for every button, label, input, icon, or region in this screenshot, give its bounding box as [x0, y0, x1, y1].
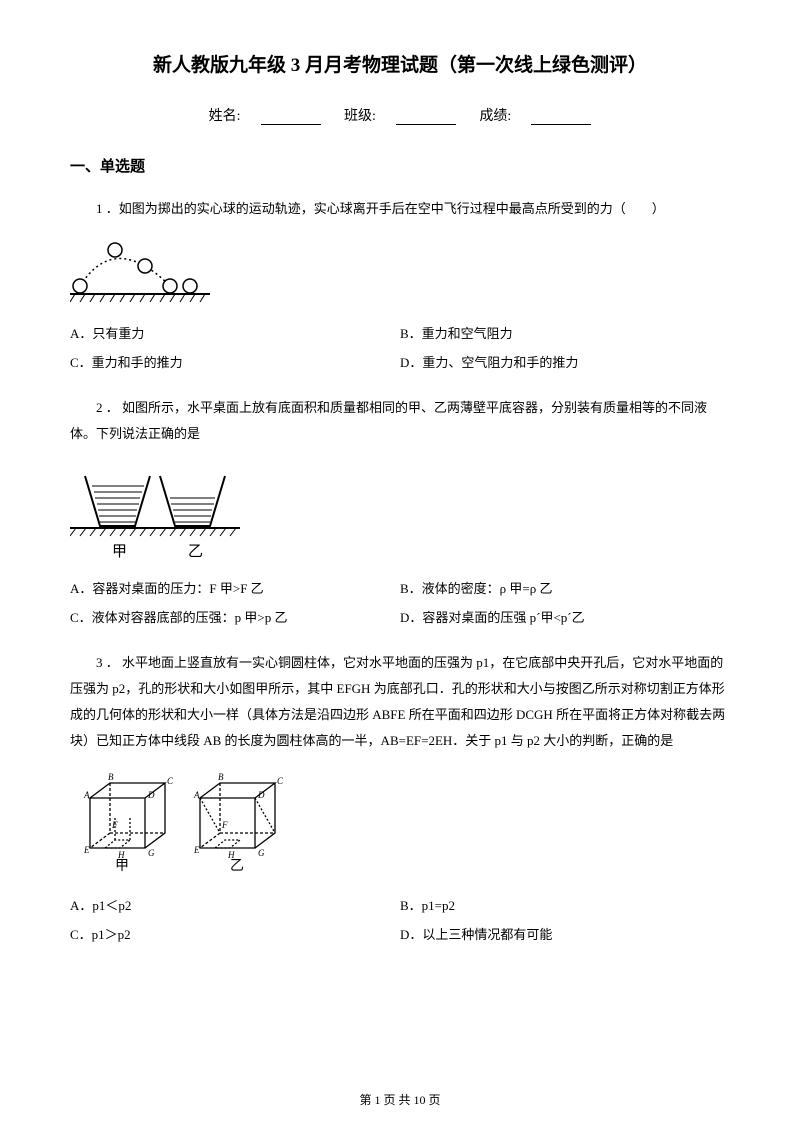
q1-option-d: D．重力、空气阻力和手的推力 — [400, 349, 730, 378]
svg-text:D: D — [147, 790, 155, 800]
page-title: 新人教版九年级 3 月月考物理试题（第一次线上绿色测评） — [70, 50, 730, 77]
score-label: 成绩: — [479, 109, 511, 124]
class-label: 班级: — [344, 109, 376, 124]
svg-text:B: B — [108, 772, 114, 782]
question-1-options: A．只有重力 B．重力和空气阻力 C．重力和手的推力 D．重力、空气阻力和手的推… — [70, 320, 730, 377]
q3-option-b: B．p1=p2 — [400, 892, 730, 921]
svg-text:乙: 乙 — [188, 544, 203, 560]
svg-text:F: F — [221, 820, 228, 830]
svg-text:G: G — [148, 848, 155, 858]
q3-option-d: D．以上三种情况都有可能 — [400, 921, 730, 950]
question-2-text: 2 ． 如图所示，水平桌面上放有底面积和质量都相同的甲、乙两薄壁平底容器，分别装… — [70, 395, 730, 447]
svg-text:E: E — [193, 845, 200, 855]
q1-option-c: C．重力和手的推力 — [70, 349, 400, 378]
svg-text:甲: 甲 — [112, 544, 127, 560]
svg-text:C: C — [277, 776, 284, 786]
svg-text:A: A — [193, 790, 200, 800]
question-3-figure: AB CD EH GF 甲 AB CD EH GF 乙 — [70, 768, 730, 878]
svg-text:C: C — [167, 776, 174, 786]
svg-text:A: A — [83, 790, 90, 800]
question-2-figure: 甲 乙 — [70, 461, 730, 561]
score-blank — [531, 111, 591, 125]
q2-option-a: A．容器对桌面的压力：F 甲>F 乙 — [70, 575, 400, 604]
section-header: 一、单选题 — [70, 155, 730, 176]
q3-option-c: C．p1＞p2 — [70, 921, 400, 950]
q2-option-b: B．液体的密度：ρ 甲=ρ 乙 — [400, 575, 730, 604]
question-1-text: 1 ．如图为掷出的实心球的运动轨迹，实心球离开手后在空中飞行过程中最高点所受到的… — [70, 196, 730, 222]
class-blank — [396, 111, 456, 125]
q2-option-c: C．液体对容器底部的压强：p 甲>p 乙 — [70, 604, 400, 633]
name-label: 姓名: — [209, 109, 241, 124]
q2-option-d: D．容器对桌面的压强 p´甲<p´乙 — [400, 604, 730, 633]
svg-text:F: F — [111, 820, 118, 830]
name-blank — [261, 111, 321, 125]
question-3-options: A．p1＜p2 B．p1=p2 C．p1＞p2 D．以上三种情况都有可能 — [70, 892, 730, 949]
q3-option-a: A．p1＜p2 — [70, 892, 400, 921]
svg-text:B: B — [218, 772, 224, 782]
q1-option-a: A．只有重力 — [70, 320, 400, 349]
question-3-text: 3 ． 水平地面上竖直放有一实心铜圆柱体，它对水平地面的压强为 p1，在它底部中… — [70, 650, 730, 754]
svg-text:E: E — [83, 845, 90, 855]
svg-text:G: G — [258, 848, 265, 858]
page-footer: 第 1 页 共 10 页 — [0, 1091, 800, 1108]
svg-text:甲: 甲 — [115, 859, 129, 874]
q1-option-b: B．重力和空气阻力 — [400, 320, 730, 349]
svg-text:D: D — [257, 790, 265, 800]
svg-text:乙: 乙 — [230, 858, 244, 874]
question-2-options: A．容器对桌面的压力：F 甲>F 乙 B．液体的密度：ρ 甲=ρ 乙 C．液体对… — [70, 575, 730, 632]
student-info-line: 姓名: 班级: 成绩: — [70, 105, 730, 125]
question-1-figure — [70, 236, 730, 306]
